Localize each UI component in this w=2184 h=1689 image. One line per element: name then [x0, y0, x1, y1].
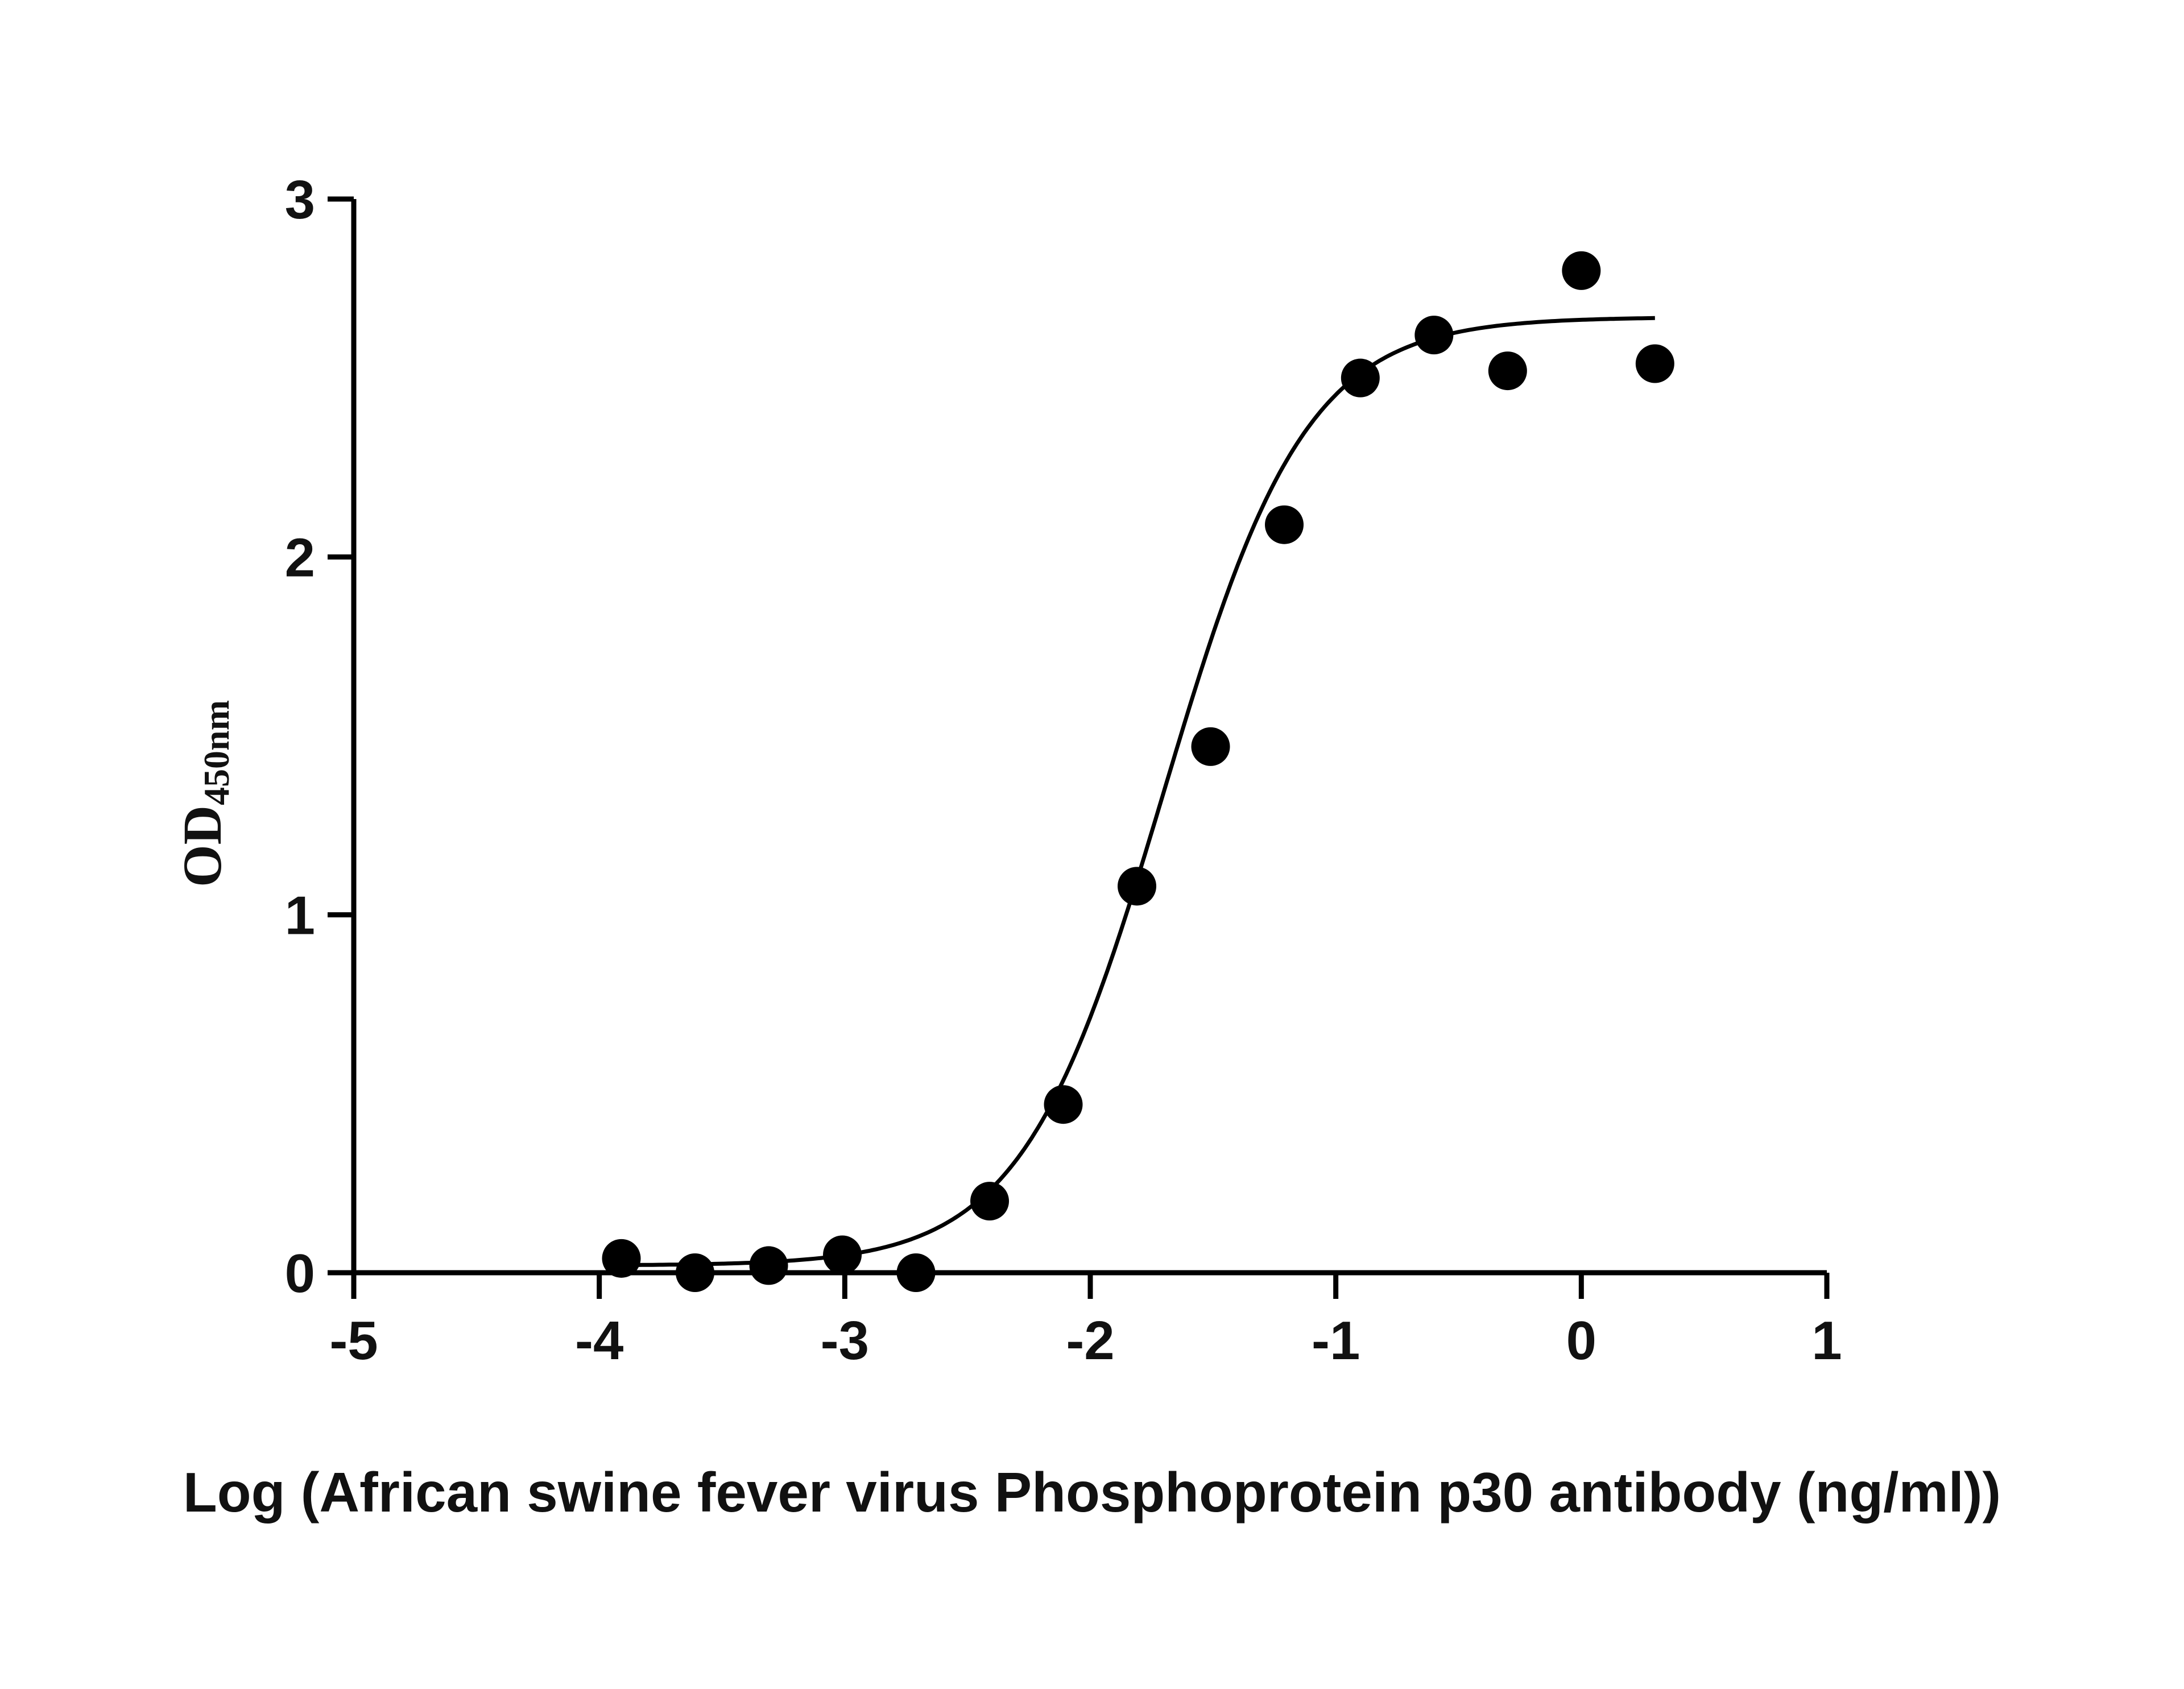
x-ticks: -5 -4 -3 -2 -1 0 1: [329, 1273, 1842, 1371]
svg-text:OD450nm: OD450nm: [172, 700, 237, 887]
data-point: [1635, 344, 1674, 383]
x-tick-label: -3: [821, 1310, 869, 1371]
data-point: [1414, 316, 1454, 355]
data-points: [602, 251, 1674, 1292]
x-tick-label: 0: [1566, 1310, 1596, 1371]
data-point: [749, 1246, 788, 1285]
data-point: [1265, 505, 1304, 544]
data-point: [1191, 727, 1230, 766]
y-axis-title-main: OD: [172, 805, 233, 887]
data-point: [1562, 251, 1601, 290]
x-tick-label: -5: [329, 1310, 378, 1371]
data-point: [896, 1253, 936, 1292]
y-tick-label: 0: [285, 1243, 315, 1304]
data-point: [970, 1182, 1010, 1221]
x-tick-label: -2: [1066, 1310, 1114, 1371]
data-point: [1044, 1085, 1083, 1124]
data-point: [676, 1253, 715, 1292]
data-point: [1341, 358, 1380, 398]
data-point: [823, 1235, 862, 1274]
axes: 0 1 2 3 -5 -4 -3 -2 -1 0 1: [285, 169, 1842, 1371]
fit-curve: [621, 316, 1655, 1268]
y-ticks: 0 1 2 3: [285, 169, 354, 1304]
y-axis-title-subscript: 450nm: [196, 700, 237, 805]
x-axis-title: Log (African swine fever virus Phosphopr…: [183, 1461, 2001, 1524]
data-point: [1488, 351, 1527, 391]
x-tick-label: -1: [1312, 1310, 1360, 1371]
data-point: [1118, 867, 1157, 906]
data-point: [602, 1239, 641, 1278]
x-tick-label: 1: [1811, 1310, 1842, 1371]
y-tick-label: 1: [285, 885, 315, 946]
x-tick-label: -4: [575, 1310, 623, 1371]
y-tick-label: 2: [285, 527, 315, 588]
y-tick-label: 3: [285, 169, 315, 230]
y-axis-title: OD450nm: [172, 700, 237, 887]
